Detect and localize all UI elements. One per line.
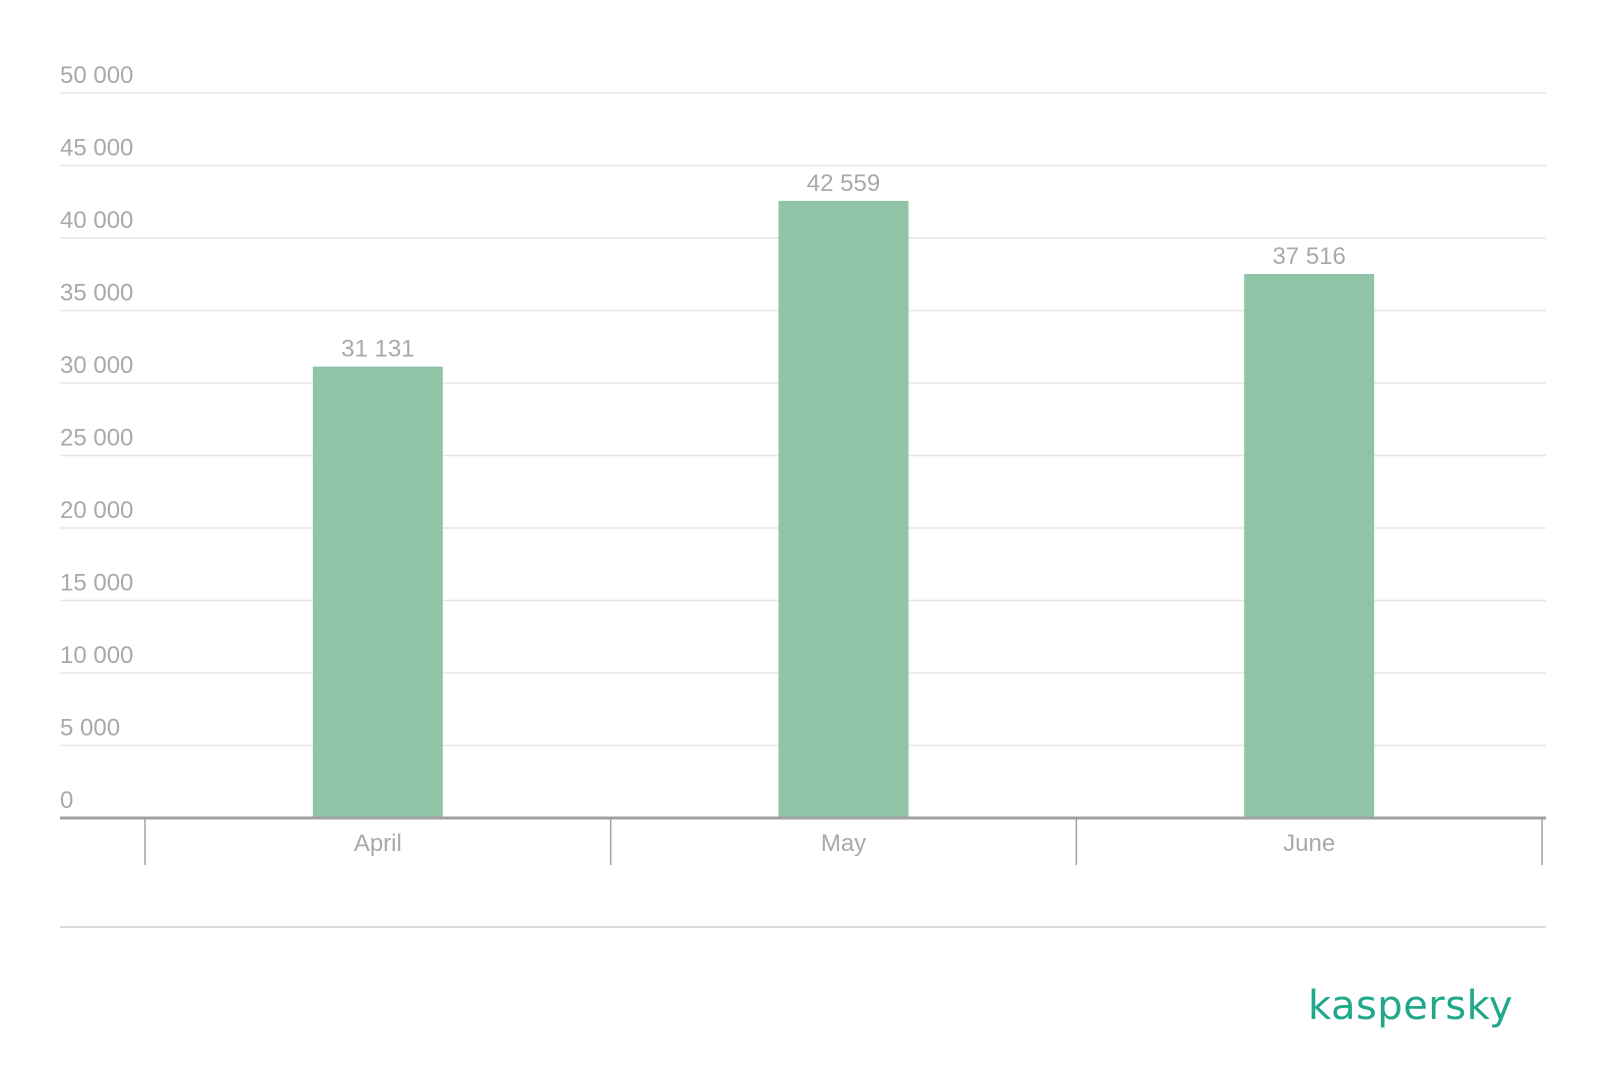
y-axis-ticks: 0 5 000 10 000 15 000 20 000 25 000 30 000 35 0… xyxy=(60,62,133,814)
data-label: 31 131 xyxy=(341,336,414,363)
x-tick-label: April xyxy=(354,830,402,857)
bar xyxy=(778,200,909,818)
x-tick-label: May xyxy=(821,830,866,857)
bar xyxy=(1244,274,1375,818)
data-label: 37 516 xyxy=(1272,243,1345,270)
y-tick-label: 50 000 xyxy=(60,62,133,89)
y-tick-label: 30 000 xyxy=(60,352,133,379)
y-tick-label: 20 000 xyxy=(60,497,133,524)
y-tick-label: 0 xyxy=(60,787,73,814)
x-axis xyxy=(60,816,1546,865)
y-tick-label: 45 000 xyxy=(60,135,133,162)
y-tick-label: 10 000 xyxy=(60,642,133,669)
y-tick-label: 5 000 xyxy=(60,715,120,742)
bars xyxy=(312,200,1375,818)
value-labels: 31 131 42 559 37 516 xyxy=(341,170,1346,363)
y-tick-label: 40 000 xyxy=(60,207,133,234)
y-tick-label: 35 000 xyxy=(60,280,133,307)
x-tick-label: June xyxy=(1283,830,1335,857)
y-tick-label: 15 000 xyxy=(60,570,133,597)
data-label: 42 559 xyxy=(807,170,880,197)
bar xyxy=(312,366,443,818)
y-tick-label: 25 000 xyxy=(60,425,133,452)
category-labels: April May June xyxy=(354,830,1335,857)
kaspersky-logo: kaspersky xyxy=(1308,983,1513,1029)
